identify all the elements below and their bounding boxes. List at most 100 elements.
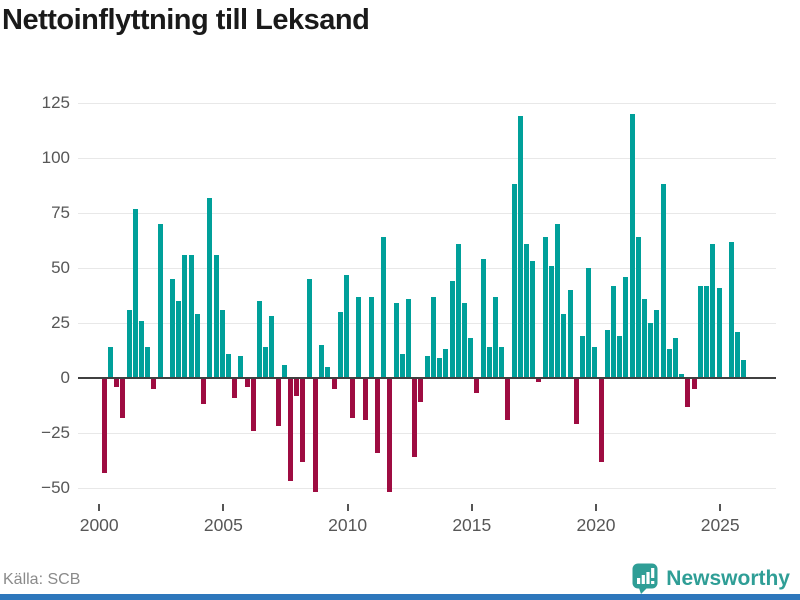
bar-2001-q1 [126,309,132,378]
bar-2008-q1 [300,378,306,462]
bar-2005-q2 [232,378,238,398]
gridline [78,488,776,489]
bar-2023-q3 [685,378,691,407]
bar-2015-q1 [474,378,480,394]
bar-2017-q4 [542,237,548,378]
bar-2000-q4 [120,378,126,418]
y-tick-label: 50 [51,258,70,277]
y-tick-label: −25 [41,423,70,442]
bar-2024-q4 [716,287,722,378]
bar-2023-q1 [673,338,678,378]
bar-2003-q1 [176,301,182,378]
y-tick-label: 100 [41,148,70,167]
bar-2014-q2 [455,243,461,378]
bar-2011-q2 [381,237,387,378]
bar-2020-q4 [617,336,623,378]
newsworthy-wordmark: Newsworthy [666,566,790,590]
bar-2018-q4 [567,290,573,378]
bar-2022-q2 [654,309,660,378]
bar-2009-q1 [325,367,331,378]
gridline [78,433,776,434]
bar-2014-q4 [468,338,474,378]
bar-2019-q2 [579,336,585,378]
bar-2017-q3 [536,378,542,383]
gridline [78,268,776,269]
bar-2020-q3 [610,285,616,378]
bar-2000-q1 [101,378,107,473]
bar-2011-q4 [393,303,399,378]
bar-2009-q2 [331,378,337,389]
bar-2004-q4 [219,309,225,378]
bar-2004-q2 [207,197,213,378]
bar-2014-q1 [449,281,455,378]
x-axis-tick [595,504,597,511]
gridline [78,103,776,104]
bar-2001-q4 [145,347,151,378]
bar-2013-q3 [437,358,442,378]
bar-2020-q2 [604,329,610,378]
bar-2003-q2 [182,254,188,378]
bar-2021-q1 [623,276,629,378]
bar-2021-q3 [635,237,641,378]
bar-2017-q1 [524,243,529,378]
y-tick-label: 75 [51,203,70,222]
bar-2012-q3 [412,378,418,458]
bar-2006-q3 [263,347,269,378]
bar-2006-q4 [269,316,275,378]
bar-2008-q3 [312,378,318,493]
bar-2020-q1 [598,378,604,462]
bar-2010-q3 [362,378,368,420]
bar-2008-q4 [319,345,325,378]
x-axis-tick [719,504,722,511]
bar-2021-q2 [629,114,635,378]
bar-2018-q3 [561,314,567,378]
x-tick-label: 2010 [328,515,368,535]
bar-2009-q4 [343,274,349,378]
bar-2007-q2 [281,364,287,378]
bar-2014-q3 [461,303,467,378]
bar-2023-q2 [679,373,685,378]
bar-2007-q4 [294,378,300,396]
bar-2004-q1 [201,378,207,405]
bar-2025-q4 [741,360,747,378]
x-tick-label: 2020 [576,515,616,535]
bar-2024-q2 [704,285,710,378]
newsworthy-bubble-chart-icon [632,563,658,594]
bar-2018-q1 [548,265,554,378]
gridline [78,323,776,324]
bar-2010-q4 [368,296,374,378]
bar-2016-q4 [517,116,523,378]
newsworthy-logo[interactable]: Newsworthy [632,563,790,594]
x-tick-label: 2015 [452,515,492,535]
bar-2017-q2 [530,261,536,378]
y-tick-label: −50 [41,478,70,497]
bar-2022-q1 [648,323,654,378]
zero-axis-line [78,376,776,380]
gridline [78,158,776,159]
gridline [78,213,776,214]
bar-2007-q1 [275,378,281,427]
bar-2001-q3 [139,320,144,378]
bar-2012-q1 [399,353,405,378]
bar-2022-q4 [666,349,672,378]
bar-2019-q3 [586,268,592,378]
bar-2008-q2 [306,279,312,378]
bar-2019-q4 [592,347,598,378]
bar-2001-q2 [132,208,138,378]
bar-2013-q1 [424,356,430,378]
x-axis-tick [470,504,473,511]
bar-2006-q1 [250,378,256,431]
bar-2013-q4 [443,349,449,378]
bar-2022-q3 [660,184,666,378]
bar-2019-q1 [573,378,579,425]
bar-2010-q2 [356,296,362,378]
bar-2010-q1 [350,378,356,418]
x-axis-tick [222,504,225,511]
bar-2012-q4 [418,378,424,403]
y-tick-label: 0 [60,368,70,387]
bar-2021-q4 [642,298,647,378]
bar-2013-q2 [430,296,436,378]
bar-2004-q3 [213,254,219,378]
x-axis-tick [98,504,101,511]
bar-2015-q3 [486,347,492,378]
